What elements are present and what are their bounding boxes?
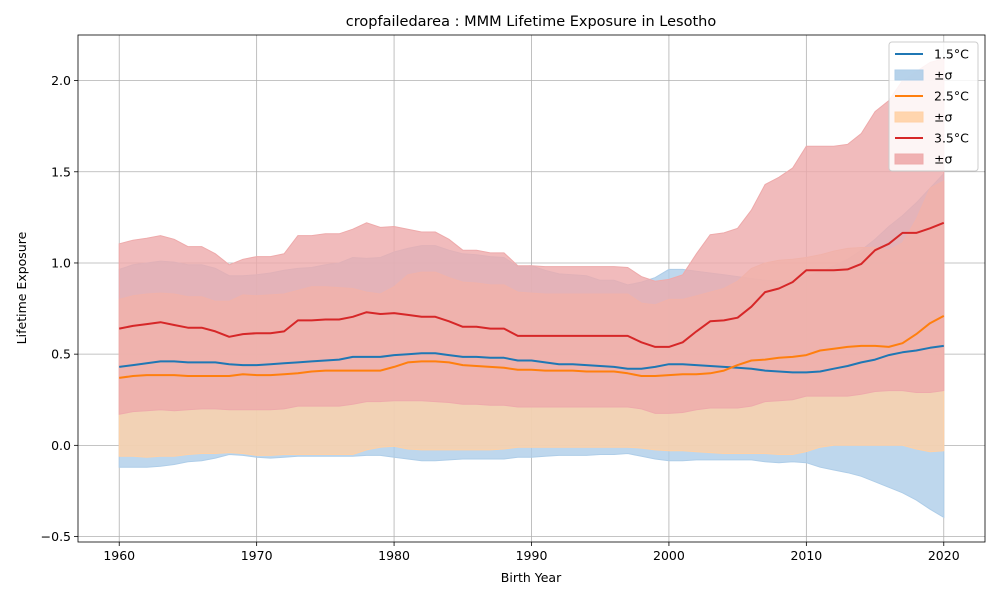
x-axis-label: Birth Year [501,570,562,585]
legend-band-label: ±σ [934,68,952,83]
x-tick-label: 2020 [928,548,960,563]
legend-band-swatch [894,111,924,123]
series-lines [119,221,945,379]
legend-series-label: 1.5°C [934,47,969,62]
chart-title: cropfailedarea : MMM Lifetime Exposure i… [346,14,717,30]
y-tick-label: 1.5 [51,164,71,179]
uncertainty-bands [118,58,945,519]
legend-band-swatch [894,69,924,81]
legend-series-label: 2.5°C [934,89,969,104]
x-tick-label: 1960 [103,548,135,563]
legend-series-label: 3.5°C [934,131,969,146]
x-tick-label: 2010 [790,548,822,563]
y-tick-label: 0.5 [51,347,71,362]
line-series-2 [119,315,945,379]
y-axis-label: Lifetime Exposure [14,231,29,344]
legend-band-label: ±σ [934,110,952,125]
y-tick-label: 1.0 [51,255,71,270]
legend-band-swatch [894,153,924,165]
y-tick-label: 2.0 [51,73,71,88]
x-tick-label: 2000 [653,548,685,563]
y-tick-label: 0.0 [51,438,71,453]
legend: 1.5°C ±σ 2.5°C ±σ 3.5°C ±σ [888,41,979,172]
x-tick-label: 1990 [516,548,548,563]
x-axis-ticks: 1960 1970 1980 1990 2000 2010 2020 [103,542,960,563]
line-series-3 [119,221,945,348]
line-series-1 [119,344,944,374]
x-tick-label: 1970 [241,548,273,563]
x-tick-label: 1980 [378,548,410,563]
y-tick-label: −0.5 [41,529,71,544]
band-series-3 [118,58,945,415]
y-axis-ticks: −0.5 0.0 0.5 1.0 1.5 2.0 [41,73,78,544]
legend-band-label: ±σ [934,152,952,167]
